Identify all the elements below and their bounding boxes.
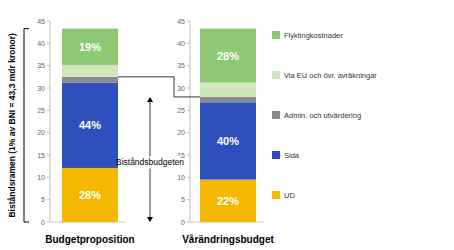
share-label: 19% xyxy=(79,41,101,53)
y-tick xyxy=(187,21,190,22)
share-label: 44% xyxy=(79,119,101,131)
y-tick-label: 35 xyxy=(37,62,45,69)
chart: 0 5 10 15 20 25 30 35 40 45 28% 44% 19% Budgetproposi… xyxy=(0,0,454,250)
y-tick xyxy=(187,65,190,66)
legend-swatch xyxy=(272,31,280,39)
y-tick-label: 25 xyxy=(177,107,185,114)
y-tick xyxy=(187,43,190,44)
y-tick-label: 45 xyxy=(177,18,185,25)
y-axis-label: Biståndsramen (1% av BNI = 43,3 mdr kron… xyxy=(7,33,17,218)
bars xyxy=(200,29,256,222)
y-tick xyxy=(47,199,50,200)
y-tick-label: 40 xyxy=(177,40,185,47)
bracket xyxy=(24,29,29,222)
y-tick-label: 45 xyxy=(37,18,45,25)
y-tick xyxy=(47,21,50,22)
y-tick-label: 20 xyxy=(177,129,185,136)
bar-segment xyxy=(62,65,118,77)
y-tick xyxy=(187,155,190,156)
y-tick-label: 0 xyxy=(181,219,185,226)
bar-segment xyxy=(62,29,118,66)
arrow-head xyxy=(147,217,153,222)
legend-label: Sida xyxy=(284,151,300,160)
share-label: 22% xyxy=(217,195,239,207)
legend-swatch xyxy=(272,71,280,79)
y-tick-label: 15 xyxy=(37,152,45,159)
y-tick-label: 30 xyxy=(37,85,45,92)
bar-segment xyxy=(62,77,118,83)
legend-swatch xyxy=(272,151,280,159)
y-tick xyxy=(47,155,50,156)
y-tick xyxy=(47,88,50,89)
share-label: 28% xyxy=(217,50,239,62)
y-tick xyxy=(187,110,190,111)
y-tick-label: 20 xyxy=(37,129,45,136)
bar-segment xyxy=(62,168,118,222)
bar-segment xyxy=(62,83,118,168)
legend-label: UD xyxy=(284,191,295,200)
y-tick xyxy=(187,88,190,89)
y-tick-label: 25 xyxy=(37,107,45,114)
bar-segment xyxy=(200,83,256,97)
category-label: Vårändringsbudget xyxy=(182,234,274,245)
bar-segment xyxy=(200,29,256,83)
y-tick-label: 40 xyxy=(37,40,45,47)
bar-segment xyxy=(200,180,256,222)
y-axis xyxy=(190,21,191,222)
legend-label: Via EU och övr. avräkningar xyxy=(284,71,377,80)
y-tick xyxy=(47,43,50,44)
connector xyxy=(118,77,200,97)
y-tick xyxy=(187,222,190,223)
y-tick xyxy=(187,132,190,133)
y-tick xyxy=(47,65,50,66)
legend-label: Flyktingkostnader xyxy=(284,31,343,40)
bar-segment xyxy=(200,102,256,179)
y-axis xyxy=(50,21,51,222)
legend-label: Admin. och utvärdering xyxy=(284,111,361,120)
y-tick-label: 30 xyxy=(177,85,185,92)
y-tick xyxy=(47,110,50,111)
y-tick xyxy=(187,199,190,200)
y-tick-label: 5 xyxy=(41,196,45,203)
y-tick xyxy=(47,222,50,223)
category-label: Budgetproposition xyxy=(45,234,134,245)
share-label: 40% xyxy=(217,135,239,147)
arrow-head xyxy=(147,97,153,102)
bar-segment xyxy=(200,97,256,102)
y-tick xyxy=(47,177,50,178)
y-tick xyxy=(187,177,190,178)
legend-swatch xyxy=(272,111,280,119)
y-tick-label: 5 xyxy=(181,196,185,203)
share-label: 28% xyxy=(79,189,101,201)
y-tick xyxy=(47,132,50,133)
y-tick-label: 35 xyxy=(177,62,185,69)
bars xyxy=(62,29,118,222)
annotation: Biståndsbudgeten xyxy=(116,157,184,167)
y-tick-label: 10 xyxy=(37,174,45,181)
y-tick-label: 0 xyxy=(41,219,45,226)
y-tick-label: 10 xyxy=(177,174,185,181)
legend-swatch xyxy=(272,191,280,199)
